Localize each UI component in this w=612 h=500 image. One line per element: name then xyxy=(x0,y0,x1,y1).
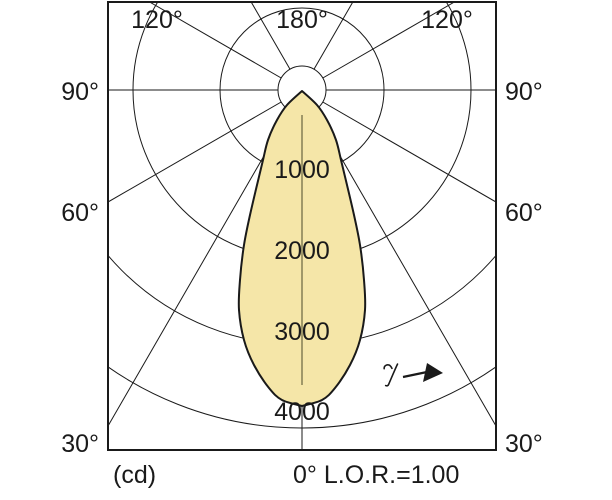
svg-text:0° L.O.R.=1.00: 0° L.O.R.=1.00 xyxy=(293,461,459,489)
svg-text:90°: 90° xyxy=(61,78,99,106)
svg-text:(cd): (cd) xyxy=(113,461,156,489)
svg-text:120°: 120° xyxy=(131,6,183,34)
svg-text:30°: 30° xyxy=(505,430,543,458)
svg-text:2000: 2000 xyxy=(274,237,330,265)
svg-text:1000: 1000 xyxy=(274,156,330,184)
svg-text:180°: 180° xyxy=(276,6,328,34)
svg-text:3000: 3000 xyxy=(274,318,330,346)
svg-text:60°: 60° xyxy=(61,199,99,227)
svg-text:30°: 30° xyxy=(61,430,99,458)
svg-text:90°: 90° xyxy=(505,78,543,106)
svg-text:120°: 120° xyxy=(421,6,473,34)
svg-text:4000: 4000 xyxy=(274,398,330,426)
svg-text:60°: 60° xyxy=(505,199,543,227)
